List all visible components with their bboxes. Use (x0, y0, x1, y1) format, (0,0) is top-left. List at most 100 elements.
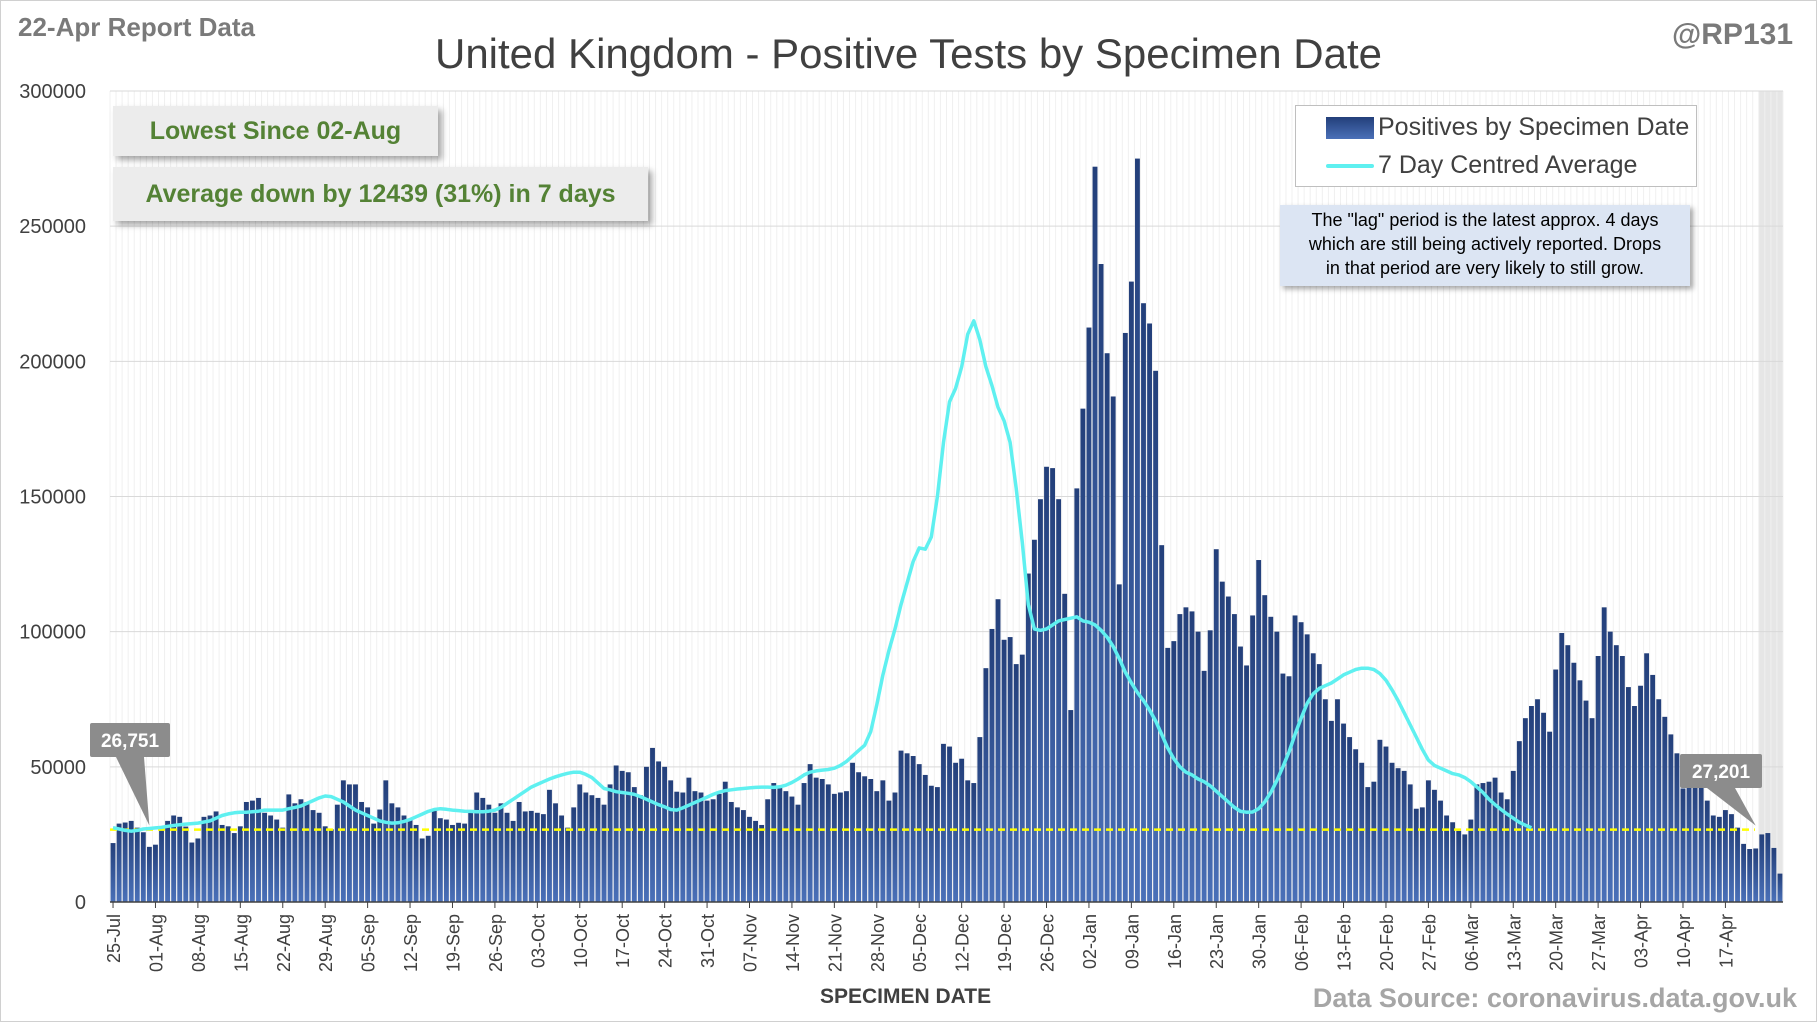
bar (413, 824, 419, 902)
bar (825, 784, 831, 902)
y-tick-label: 250000 (19, 216, 86, 238)
bar (316, 812, 322, 902)
start-value-marker-pointer (116, 757, 150, 826)
bar (1619, 655, 1625, 902)
bar (1062, 593, 1068, 902)
bar (456, 822, 461, 902)
bar (1444, 815, 1450, 902)
bar (1722, 810, 1728, 902)
bar (1735, 827, 1740, 902)
bar (837, 792, 843, 902)
bar (1153, 370, 1159, 902)
lag-period-note: The "lag" period is the latest approx. 4… (1280, 205, 1690, 286)
bar (1147, 323, 1152, 902)
x-tick-label: 10-Apr (1674, 914, 1694, 968)
bar (1498, 792, 1504, 902)
bar (886, 800, 892, 902)
x-tick-label: 29-Aug (316, 914, 336, 972)
bar (1074, 488, 1080, 902)
x-tick-label: 19-Dec (995, 914, 1015, 972)
bar (601, 804, 607, 902)
bar (916, 764, 922, 902)
bar (328, 829, 334, 902)
bar (1353, 749, 1359, 902)
x-tick-label: 20-Mar (1547, 914, 1567, 971)
bar (1747, 849, 1753, 902)
bar (1401, 770, 1407, 902)
bar (389, 803, 395, 902)
bar (280, 827, 286, 902)
bar (177, 816, 183, 902)
x-tick-label: 30-Jan (1250, 914, 1270, 969)
bar (183, 826, 189, 902)
bar (898, 750, 904, 902)
bar (868, 778, 874, 902)
bar (1583, 700, 1589, 902)
bar (468, 810, 474, 902)
bar (1195, 631, 1201, 902)
bar (492, 812, 498, 902)
legend-line-swatch (1326, 164, 1374, 169)
bar (577, 784, 583, 902)
bar (1395, 768, 1401, 902)
bar (880, 780, 886, 902)
x-tick-label: 02-Jan (1080, 914, 1100, 969)
bar (1632, 706, 1637, 902)
bar (1389, 762, 1395, 902)
report-date-label: 22-Apr Report Data (18, 12, 255, 42)
bar (1322, 699, 1328, 902)
bar (1128, 281, 1134, 903)
bar (243, 801, 249, 902)
bar (237, 826, 243, 902)
bar (692, 791, 698, 902)
bar (1171, 641, 1177, 902)
bar (504, 812, 510, 902)
y-tick-label: 300000 (19, 81, 86, 103)
bar (831, 793, 837, 902)
bar (207, 815, 213, 902)
bar (1656, 699, 1662, 902)
bar (722, 781, 728, 902)
bar (565, 827, 571, 902)
legend-line-label: 7 Day Centred Average (1378, 151, 1638, 179)
bar (1438, 800, 1443, 902)
bar (1613, 645, 1619, 902)
bar (140, 832, 146, 902)
bar (862, 776, 868, 902)
bar (637, 795, 643, 902)
x-tick-label: 15-Aug (231, 914, 251, 972)
bar (631, 787, 637, 902)
bar (110, 843, 116, 902)
x-tick-label: 06-Mar (1462, 914, 1482, 971)
bar (189, 842, 195, 902)
bar (1213, 549, 1219, 902)
bar (298, 799, 304, 902)
bar (795, 804, 801, 902)
bar (953, 762, 959, 902)
bar (819, 778, 825, 902)
bar (1025, 573, 1031, 902)
bar (995, 599, 1001, 902)
x-tick-label: 22-Aug (274, 914, 294, 972)
bar (1038, 499, 1043, 902)
x-tick-label: 25-Jul (104, 914, 124, 963)
bar (874, 791, 880, 902)
bar (347, 784, 352, 902)
bar (1316, 664, 1322, 902)
bar (1335, 699, 1340, 902)
bar (1001, 639, 1007, 902)
legend-bar-label: Positives by Specimen Date (1378, 113, 1690, 141)
bar (1225, 596, 1231, 902)
bar (753, 820, 758, 902)
start-value-marker-box (90, 723, 170, 757)
bar (1183, 607, 1189, 902)
bar (195, 838, 201, 902)
bar (1535, 699, 1540, 902)
bar (1468, 819, 1474, 902)
bar (1777, 873, 1783, 902)
bar (334, 804, 340, 902)
y-tick-label: 150000 (19, 487, 86, 509)
bar (619, 770, 625, 902)
x-tick-label: 31-Oct (698, 914, 718, 968)
